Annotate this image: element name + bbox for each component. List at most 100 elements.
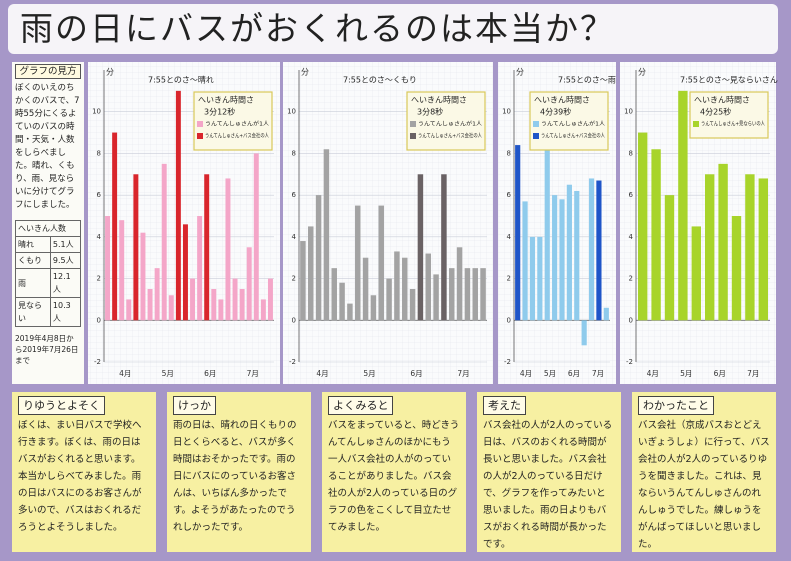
y-tick-label: 0 (507, 316, 511, 324)
month-label: 4月 (520, 369, 532, 378)
note-value: 3分12秒 (204, 107, 235, 117)
bar (239, 289, 245, 321)
month-label: 6月 (714, 369, 726, 378)
note-heading: へいきん時間さ (411, 96, 467, 105)
month-label: 4月 (316, 369, 328, 378)
text-box: けっか 雨の日は、晴れの日くもりの日とくらべると、バスが多く時間はおそかったです。… (167, 392, 311, 552)
bar (691, 226, 701, 321)
bar (588, 178, 595, 321)
bar (370, 295, 377, 321)
y-tick-label: 6 (97, 191, 102, 199)
sidebar-text: ぼくのいえのちかくのバスで、7時55分にくるよていのバスの時間・天気・人数をしら… (15, 83, 80, 210)
charts: 分 7:55とのさ～晴れ -2 0 2 4 6 8 10 4月 5月 6月 7月 へいきん時間さ 3分12秒… (88, 62, 778, 384)
chart-title: 7:55とのさ～見ならいさん (680, 76, 778, 85)
bar (339, 282, 345, 321)
box-text: ぼくは、まい日バスで学校へ行きます。ぼくは、雨の日はバスがおくれると思います。本… (18, 420, 142, 533)
bar (705, 174, 715, 321)
month-label: 7月 (747, 369, 759, 378)
text-box: わかったことバス会社（京成バスおとどえいぎょうしょ）に行って、バス会社の人が2人… (632, 392, 776, 552)
bar (552, 195, 558, 321)
box-text: バス会社の人が2人のっている日は、バスのおくれる時間が長いと思いました。バス会社… (483, 420, 613, 550)
y-tick-label: 8 (507, 149, 511, 157)
note-box (193, 91, 273, 151)
legend-label: うんてんしゅさん+バス会社の人 (418, 132, 482, 140)
month-label: 4月 (119, 369, 131, 378)
bar (378, 205, 384, 321)
month-label: 7月 (247, 369, 259, 378)
bar (147, 289, 153, 321)
bar (559, 199, 565, 321)
y-tick-label: 4 (97, 233, 102, 241)
month-label: 6月 (410, 369, 422, 378)
bar (731, 216, 742, 321)
text-box: 考えた バス会社の人が2人のっている日は、バスのおくれる時間が長いと思いました。バ… (477, 392, 621, 552)
month-label: 6月 (204, 369, 216, 378)
y-tick-label: -2 (626, 358, 633, 366)
note-heading: へいきん時間さ (534, 96, 590, 105)
bar (300, 241, 306, 321)
month-label: 5月 (162, 369, 174, 378)
bar (402, 257, 408, 321)
bar (472, 268, 478, 321)
y-axis-label: 分 (516, 68, 524, 77)
chart-title: 7:55とのさ～雨 (558, 76, 616, 85)
box-text: バスをまっていると、時どきうんてんしゅさんのほかにもう一人バス会社の人がのってい… (328, 420, 460, 533)
y-tick-label: 10 (287, 108, 296, 116)
box-heading: わかったこと (638, 396, 714, 415)
bar (544, 117, 550, 321)
y-tick-label: 4 (292, 233, 297, 241)
bar (204, 174, 210, 321)
note-value: 4分25秒 (700, 107, 731, 117)
legend-label: うんてんしゅさんが1人 (418, 120, 483, 128)
legend-swatch (533, 133, 539, 139)
bar (347, 303, 353, 321)
bar (449, 268, 455, 321)
bar (758, 178, 768, 321)
bar (308, 226, 314, 321)
bar (362, 257, 369, 321)
month-label: 6月 (568, 369, 580, 378)
bar (331, 268, 337, 321)
bar (441, 174, 447, 321)
bar (386, 278, 392, 321)
y-tick-label: 10 (624, 108, 633, 116)
bar (218, 299, 224, 321)
bar (161, 163, 167, 321)
bar (175, 90, 181, 321)
period: 2019年4月8日から2019年7月26日まで (15, 334, 79, 365)
bar (105, 216, 111, 321)
legend-swatch (533, 121, 539, 127)
bar (529, 236, 536, 321)
y-axis-label: 分 (638, 68, 646, 77)
sidebar-heading: グラフの見方 (15, 64, 81, 79)
note-value: 3分8秒 (417, 107, 443, 117)
bar (638, 132, 648, 321)
note-box (529, 91, 609, 151)
cell: 9.5人 (49, 252, 82, 269)
poster-title: 雨の日にバスがおくれるのは本当か？ (8, 4, 778, 54)
bar (315, 195, 322, 321)
month-label: 5月 (363, 369, 375, 378)
cell: 見ならい (15, 297, 51, 327)
y-tick-label: 8 (97, 149, 101, 157)
bar (603, 307, 609, 321)
y-tick-label: 2 (292, 275, 296, 283)
bar (745, 174, 755, 321)
bar (211, 289, 217, 321)
bar (480, 268, 486, 321)
bar (522, 201, 528, 321)
note-box (689, 91, 769, 139)
cell: 10.3人 (49, 297, 82, 327)
legend-swatch (197, 133, 203, 139)
y-tick-label: 8 (629, 149, 633, 157)
bar (464, 268, 471, 321)
bar (678, 90, 688, 321)
box-text: バス会社（京成バスおとどえいぎょうしょ）に行って、バス会社の人が2人のっているり… (638, 420, 770, 550)
text-box: りゆうとよそくぼくは、まい日バスで学校へ行きます。ぼくは、雨の日はバスがおくれる… (12, 392, 156, 552)
y-tick-label: -2 (289, 358, 296, 366)
bar (267, 278, 273, 321)
box-heading: りゆうとよそく (18, 396, 105, 415)
bar (225, 178, 231, 321)
bar (574, 190, 580, 321)
bar (425, 253, 431, 321)
